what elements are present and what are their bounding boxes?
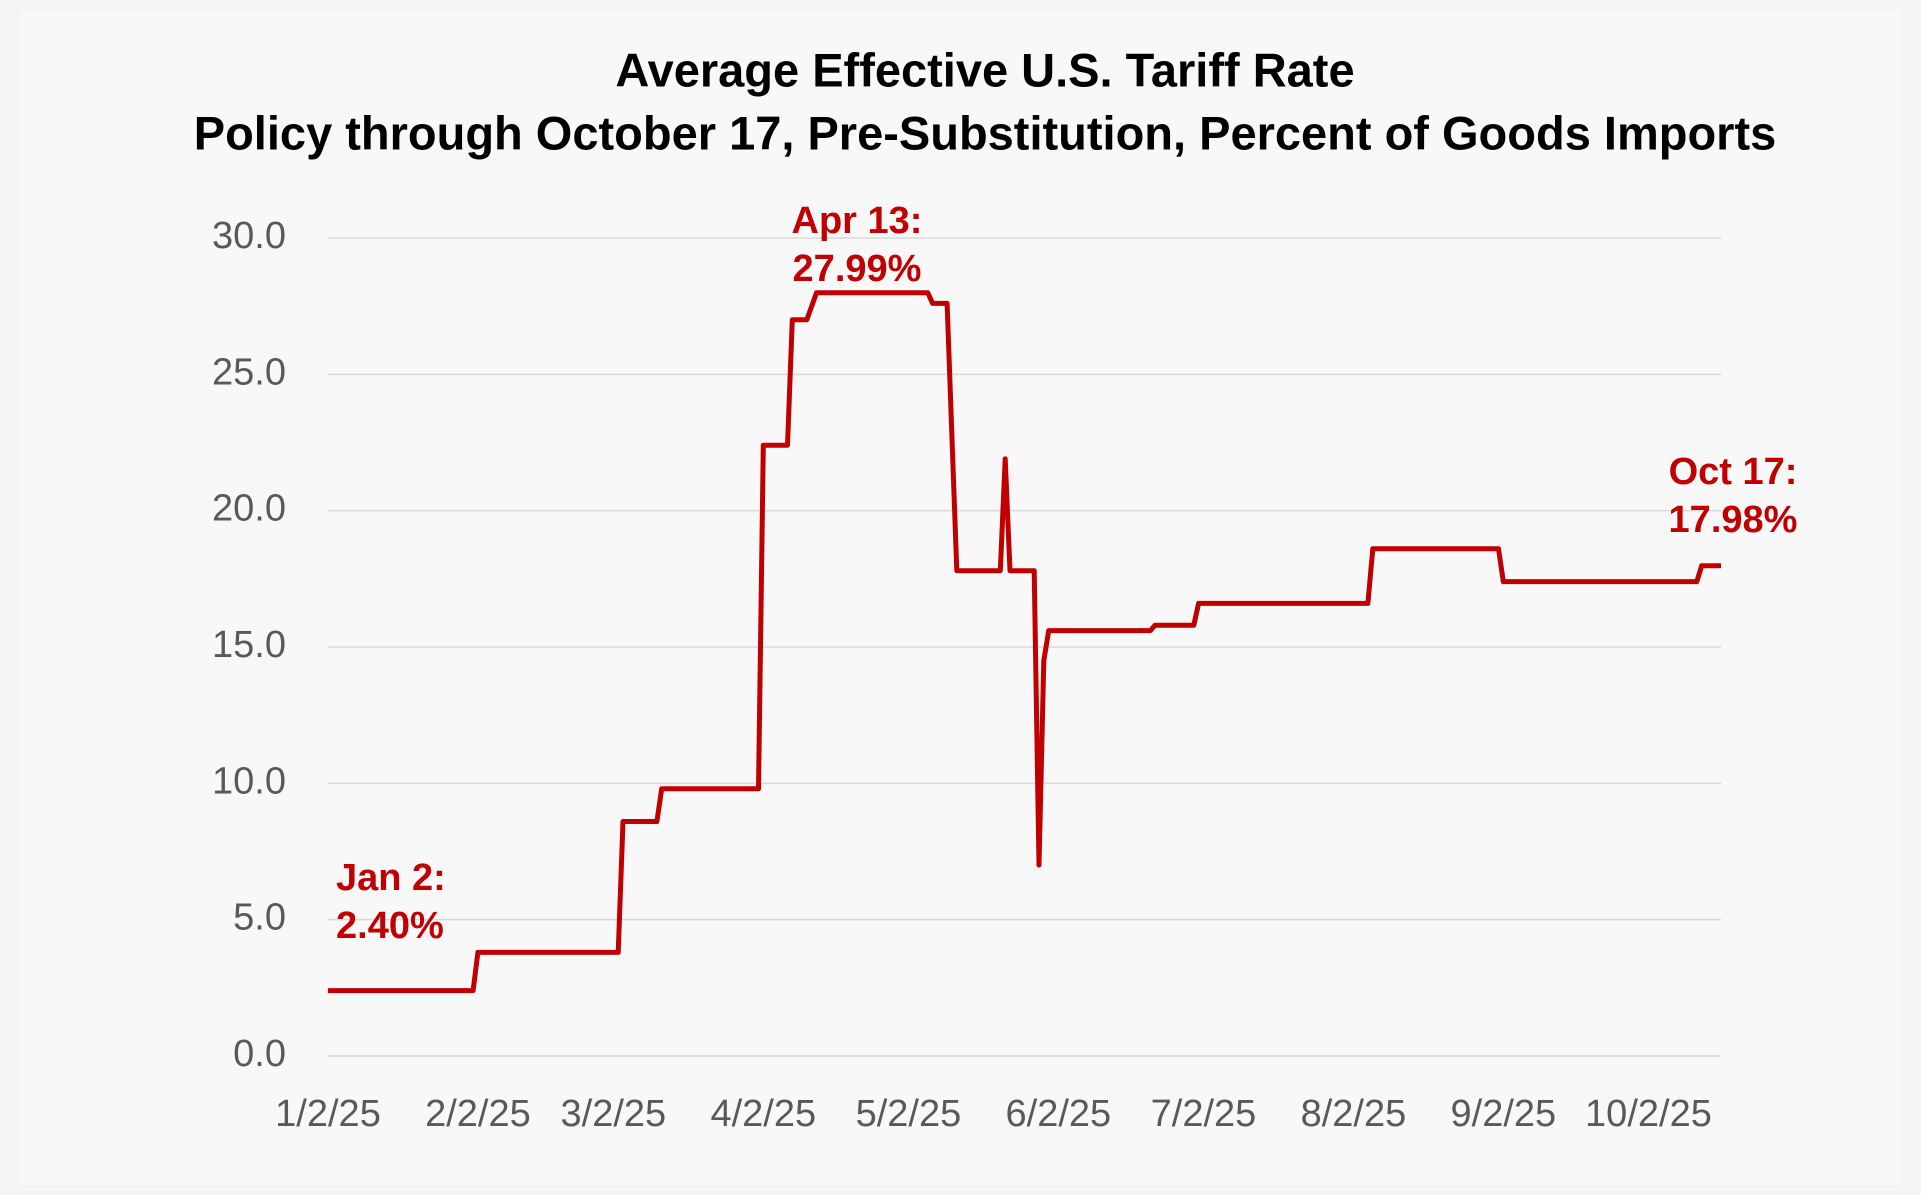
x-tick-label: 8/2/25	[1301, 1093, 1407, 1135]
annotation: Oct 17:	[1669, 451, 1798, 493]
annotation: Jan 2:	[336, 857, 446, 899]
x-tick-label: 6/2/25	[1006, 1093, 1112, 1135]
x-tick-label: 2/2/25	[425, 1093, 531, 1135]
y-tick-label: 0.0	[233, 1033, 286, 1075]
annotation: 2.40%	[336, 905, 444, 947]
annotation: 27.99%	[793, 248, 922, 290]
chart-title: Average Effective U.S. Tariff Rate	[615, 43, 1354, 96]
y-tick-label: 20.0	[212, 488, 286, 530]
y-tick-label: 10.0	[212, 760, 286, 802]
x-tick-label: 5/2/25	[856, 1093, 962, 1135]
plot-area	[20, 10, 1901, 1185]
y-tick-label: 30.0	[212, 215, 286, 257]
y-tick-label: 5.0	[233, 897, 286, 939]
x-tick-label: 9/2/25	[1451, 1093, 1557, 1135]
annotation: Apr 13:	[792, 200, 923, 242]
x-tick-label: 3/2/25	[561, 1093, 667, 1135]
annotation: 17.98%	[1669, 499, 1798, 541]
y-tick-label: 25.0	[212, 351, 286, 393]
x-tick-label: 1/2/25	[275, 1093, 381, 1135]
x-tick-label: 10/2/25	[1585, 1093, 1712, 1135]
data-line	[328, 290, 1721, 994]
x-tick-label: 7/2/25	[1151, 1093, 1257, 1135]
y-tick-label: 15.0	[212, 624, 286, 666]
chart-subtitle: Policy through October 17, Pre-Substitut…	[194, 106, 1777, 159]
x-tick-label: 4/2/25	[710, 1093, 816, 1135]
